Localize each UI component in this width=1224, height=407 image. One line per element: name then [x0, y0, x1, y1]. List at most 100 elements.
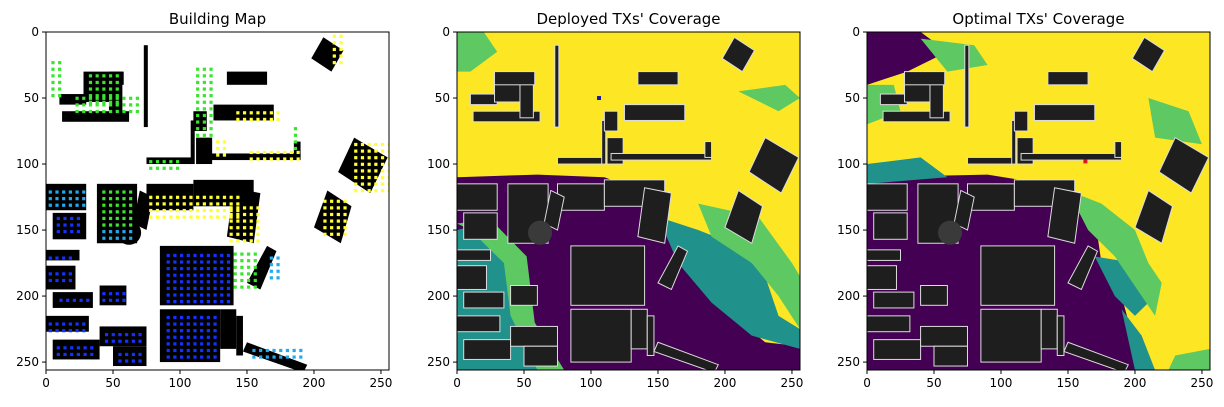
- antenna-marker: [360, 175, 365, 180]
- antenna-marker: [196, 113, 200, 118]
- antenna-marker: [129, 210, 133, 214]
- building: [1067, 245, 1099, 291]
- antenna-marker: [70, 223, 74, 227]
- antenna-marker: [367, 162, 371, 166]
- building: [200, 153, 301, 161]
- antenna-marker: [182, 202, 186, 206]
- antenna-marker: [102, 100, 106, 104]
- antenna-marker: [129, 236, 133, 240]
- antenna-marker: [200, 286, 204, 291]
- antenna-marker: [236, 195, 240, 199]
- antenna-marker: [76, 352, 81, 357]
- antenna-marker: [242, 239, 247, 243]
- antenna-marker: [68, 190, 72, 194]
- antenna-marker: [193, 322, 197, 326]
- antenna-marker: [62, 329, 66, 333]
- building: [724, 189, 764, 245]
- antenna-marker: [88, 94, 93, 98]
- antenna-marker: [166, 355, 170, 359]
- antenna-marker: [276, 111, 280, 115]
- antenna-marker: [102, 74, 106, 78]
- antenna-marker: [216, 153, 220, 157]
- antenna-marker: [387, 156, 389, 160]
- antenna-marker: [209, 67, 213, 71]
- antenna-marker: [220, 260, 224, 264]
- antenna-marker: [56, 230, 60, 234]
- antenna-marker: [216, 195, 220, 199]
- antenna-marker: [175, 202, 180, 206]
- antenna-marker: [179, 253, 184, 258]
- y-tick-label: 0: [852, 25, 860, 39]
- antenna-marker: [380, 175, 385, 180]
- antenna-marker: [269, 269, 273, 273]
- antenna-marker: [249, 239, 253, 243]
- building: [457, 183, 498, 211]
- antenna-marker: [209, 133, 213, 137]
- antenna-marker: [213, 293, 217, 297]
- antenna-marker: [200, 322, 204, 326]
- antenna-marker: [202, 100, 206, 104]
- antenna-marker: [155, 166, 160, 170]
- antenna-marker: [82, 190, 86, 194]
- antenna-marker: [216, 140, 220, 144]
- antenna-marker: [336, 206, 340, 210]
- antenna-marker: [108, 103, 113, 107]
- antenna-marker: [155, 195, 160, 199]
- antenna-marker: [253, 252, 257, 256]
- antenna-marker: [323, 226, 327, 230]
- antenna-marker: [242, 219, 247, 223]
- antenna-marker: [242, 111, 247, 115]
- antenna-marker: [249, 212, 253, 217]
- antenna-marker: [155, 160, 160, 164]
- antenna-marker: [173, 322, 177, 326]
- antenna-marker: [115, 100, 119, 104]
- antenna-marker: [279, 355, 283, 359]
- antenna-marker: [82, 203, 86, 207]
- antenna-marker: [63, 230, 67, 234]
- antenna-marker: [202, 87, 206, 91]
- antenna-marker: [380, 182, 385, 186]
- antenna-marker: [186, 280, 190, 284]
- building: [554, 44, 560, 128]
- antenna-marker: [229, 239, 233, 243]
- antenna-marker: [229, 212, 233, 217]
- antenna-marker: [55, 197, 59, 201]
- antenna-marker: [380, 189, 385, 193]
- antenna-marker: [367, 189, 371, 193]
- antenna-marker: [229, 226, 233, 230]
- antenna-marker: [269, 150, 273, 155]
- antenna-marker: [173, 342, 177, 346]
- antenna-marker: [182, 215, 186, 219]
- antenna-marker: [206, 300, 210, 304]
- antenna-marker: [354, 162, 358, 166]
- y-tick-label: 100: [16, 157, 39, 171]
- antenna-marker: [206, 335, 210, 339]
- antenna-marker: [206, 293, 210, 297]
- antenna-marker: [374, 182, 378, 186]
- antenna-marker: [213, 280, 217, 284]
- antenna-marker: [193, 355, 197, 359]
- antenna-marker: [108, 292, 113, 296]
- antenna-marker: [339, 54, 343, 58]
- antenna-marker: [189, 208, 193, 213]
- building: [873, 291, 915, 309]
- antenna-marker: [173, 348, 177, 353]
- antenna-marker: [51, 87, 55, 91]
- antenna-marker: [62, 272, 66, 276]
- antenna-marker: [108, 236, 113, 240]
- antenna-marker: [253, 278, 257, 283]
- antenna-marker: [122, 298, 126, 302]
- x-tick-label: 200: [1124, 376, 1147, 390]
- antenna-marker: [206, 315, 210, 320]
- antenna-marker: [104, 339, 109, 343]
- antenna-marker: [115, 80, 119, 85]
- building: [867, 315, 911, 333]
- antenna-marker: [173, 335, 177, 339]
- antenna-marker: [233, 272, 237, 276]
- building: [159, 309, 221, 363]
- antenna-marker: [200, 355, 204, 359]
- antenna-marker: [209, 215, 213, 219]
- antenna-marker: [272, 355, 276, 359]
- antenna-marker: [129, 96, 133, 100]
- y-tick-label: 0: [31, 25, 39, 39]
